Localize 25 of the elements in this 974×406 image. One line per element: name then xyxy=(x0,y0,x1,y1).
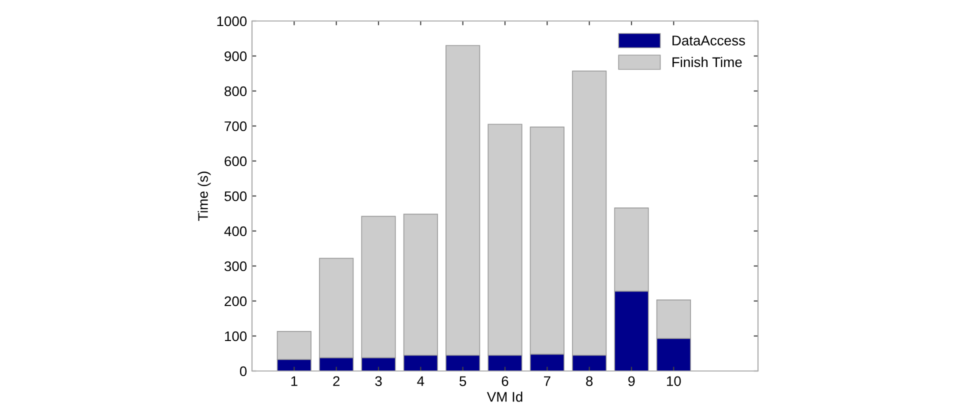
y-tick-label: 300 xyxy=(224,261,247,272)
y-tick-label: 1000 xyxy=(217,16,247,26)
x-tick-label: 6 xyxy=(502,376,508,386)
x-tick-label: 4 xyxy=(417,376,424,386)
legend-label: DataAccess xyxy=(672,36,745,46)
y-tick-label: 0 xyxy=(240,366,247,376)
x-tick-label: 1 xyxy=(291,376,298,386)
y-tick-label: 400 xyxy=(224,226,247,236)
x-tick-label: 2 xyxy=(333,376,340,386)
y-tick-label: 500 xyxy=(224,191,247,202)
y-tick-label: 700 xyxy=(224,121,247,132)
y-tick-label: 800 xyxy=(224,86,247,96)
legend-label: Finish Time xyxy=(672,56,742,68)
y-axis-title: Time (s) xyxy=(198,172,211,221)
x-tick-label: 10 xyxy=(667,376,681,386)
y-tick-label: 100 xyxy=(225,331,247,342)
x-tick-label: 3 xyxy=(375,376,382,386)
x-tick-label: 8 xyxy=(586,376,593,386)
x-axis-title: VM Id xyxy=(486,392,522,402)
x-tick-label: 5 xyxy=(460,376,466,386)
x-tick-label: 9 xyxy=(628,376,635,386)
y-tick-label: 900 xyxy=(224,51,247,62)
y-tick-label: 200 xyxy=(224,296,247,306)
x-tick-label: 7 xyxy=(544,376,550,386)
y-tick-label: 600 xyxy=(224,156,247,166)
